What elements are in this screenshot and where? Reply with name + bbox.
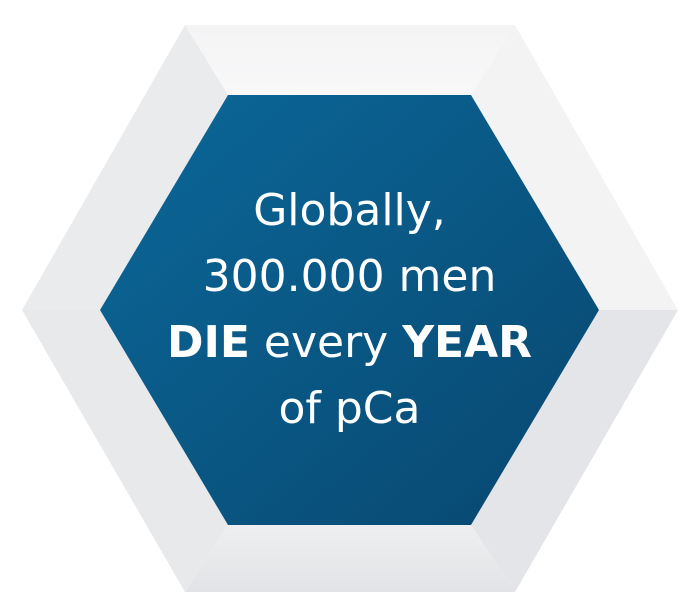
message-word-die: DIE [166,317,250,368]
hexagon-inner [100,95,599,525]
message-word-every: every [249,317,403,368]
message-line-1: Globally, [253,185,446,236]
message-line-3: DIE every YEAR [100,310,599,376]
frame-bottom-left-face [22,310,228,592]
frame-top-face [185,25,515,95]
hexagon-message: Globally, 300.000 men DIE every YEAR of … [100,178,599,448]
frame-bottom-face [185,525,515,592]
frame-bottom-right-face [471,310,678,592]
frame-top-left-face [22,25,228,310]
hexagon-frame [22,25,678,592]
message-line-2: 300.000 men [202,251,497,302]
frame-top-right-face [471,25,678,310]
message-word-year: YEAR [402,317,533,368]
message-line-4: of pCa [278,383,421,434]
